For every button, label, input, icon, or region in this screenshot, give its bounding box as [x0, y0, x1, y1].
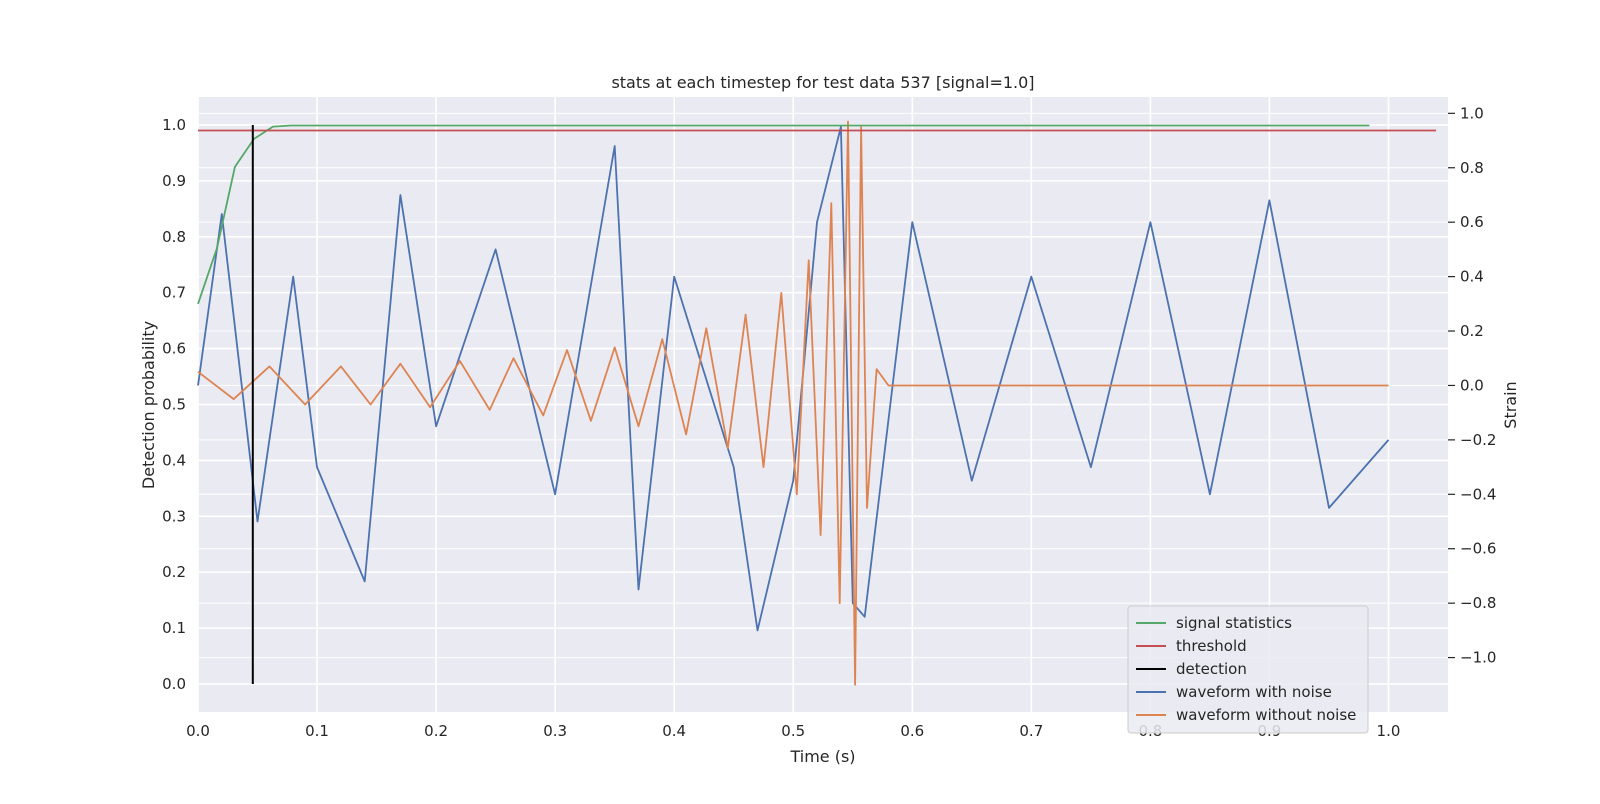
- x-tick-label: 0.0: [186, 722, 210, 740]
- legend-label-waveform-with-noise: waveform with noise: [1176, 683, 1332, 701]
- x-tick-label: 0.7: [1019, 722, 1043, 740]
- legend-label-threshold: threshold: [1176, 637, 1247, 655]
- y-tick-label: 0.8: [162, 228, 186, 246]
- y2-tick-label: 0.6: [1460, 213, 1484, 231]
- legend-label-signal-statistics: signal statistics: [1176, 614, 1292, 632]
- y-axis-label: Detection probability: [139, 321, 158, 489]
- x-tick-label: 1.0: [1377, 722, 1401, 740]
- x-tick-label: 0.1: [305, 722, 329, 740]
- series-line-waveform-without-noise: [197, 120, 1389, 686]
- y-tick-label: 0.2: [162, 563, 186, 581]
- x-tick-label: 0.2: [424, 722, 448, 740]
- axis-layer: 0.0 0.1 0.2 0.3 0.4 0.5 0.6 0.7 0.8 0.9 1.0 0.0 0.1 0…: [162, 104, 1496, 740]
- y2-tick-label: −0.8: [1460, 594, 1496, 612]
- y2-tick-label: −0.2: [1460, 431, 1496, 449]
- y2-tick-label: 0.8: [1460, 159, 1484, 177]
- legend-label-detection: detection: [1176, 660, 1247, 678]
- y2-tick-label: −0.6: [1460, 540, 1496, 558]
- y-tick-label: 1.0: [162, 116, 186, 134]
- y-tick-label: 0.1: [162, 619, 186, 637]
- x-tick-label: 0.6: [900, 722, 924, 740]
- x-tick-label: 0.4: [662, 722, 686, 740]
- legend-label-waveform-without-noise: waveform without noise: [1176, 706, 1356, 724]
- chart-title: stats at each timestep for test data 537…: [611, 73, 1034, 92]
- y-tick-label: 0.5: [162, 396, 186, 414]
- y2-tick-label: −1.0: [1460, 649, 1496, 667]
- series-line-signal-statistics: [197, 124, 1370, 305]
- x-axis-label: Time (s): [789, 747, 855, 766]
- series-layer: [197, 120, 1437, 686]
- x-tick-label: 0.5: [781, 722, 805, 740]
- y2-tick-label: 0.0: [1460, 376, 1484, 394]
- y-tick-label: 0.4: [162, 451, 186, 469]
- y2-tick-label: −0.4: [1460, 485, 1496, 503]
- y2-tick-label: 1.0: [1460, 104, 1484, 122]
- y2-axis-label: Strain: [1501, 381, 1520, 428]
- y-tick-label: 0.9: [162, 172, 186, 190]
- y-tick-label: 0.0: [162, 675, 186, 693]
- legend: signal statistics threshold detection wavef…: [1127, 605, 1369, 734]
- legend-box: [1127, 605, 1369, 734]
- y-tick-label: 0.3: [162, 507, 186, 525]
- x-tick-label: 0.3: [543, 722, 567, 740]
- y-tick-label: 0.6: [162, 340, 186, 358]
- y-tick-label: 0.7: [162, 284, 186, 302]
- y2-tick-label: 0.2: [1460, 322, 1484, 340]
- y2-tick-label: 0.4: [1460, 268, 1484, 286]
